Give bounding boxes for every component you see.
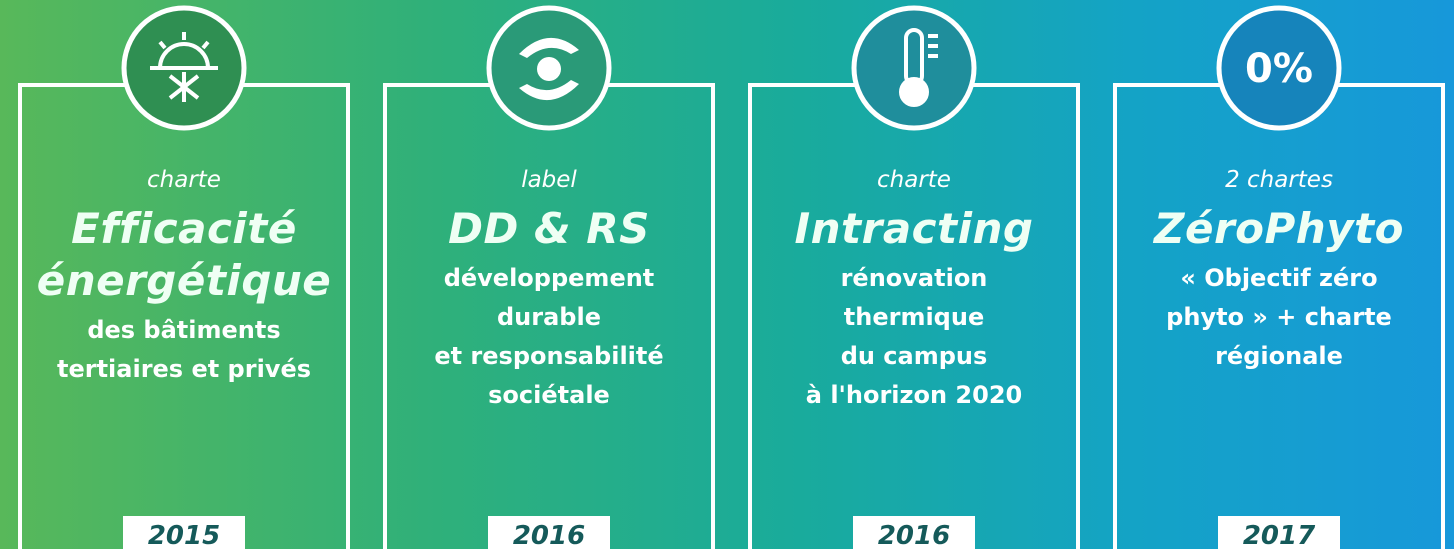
description-line: et responsabilité [434, 337, 663, 376]
card-kicker: charte [877, 167, 951, 193]
description-line: durable [434, 298, 663, 337]
title-line: Efficacité [37, 203, 332, 255]
description-line: tertiaires et privés [57, 350, 311, 389]
infographic: charteEfficacitéénergétiquedes bâtiments… [0, 0, 1454, 549]
description-line: « Objectif zéro [1166, 259, 1392, 298]
title-line: DD & RS [448, 203, 650, 255]
title-line: Intracting [795, 203, 1034, 255]
card-icon [485, 4, 613, 132]
description-line: régionale [1166, 337, 1392, 376]
card-year: 2016 [853, 516, 975, 549]
description-line: développement [434, 259, 663, 298]
description-line: des bâtiments [57, 311, 311, 350]
card-icon: 0% [1215, 4, 1343, 132]
description-line: sociétale [434, 376, 663, 415]
description-line: à l'horizon 2020 [806, 376, 1022, 415]
description-line: rénovation [806, 259, 1022, 298]
card-year: 2016 [488, 516, 610, 549]
card-year: 2015 [123, 516, 245, 549]
card-title: Intracting [795, 203, 1034, 255]
card-year: 2017 [1218, 516, 1340, 549]
card-kicker: charte [147, 167, 221, 193]
description-line: thermique [806, 298, 1022, 337]
title-line: ZéroPhyto [1154, 203, 1404, 255]
card-title: ZéroPhyto [1154, 203, 1404, 255]
card-kicker: label [521, 167, 577, 193]
card-kicker: 2 chartes [1225, 167, 1333, 193]
description-line: du campus [806, 337, 1022, 376]
title-line: énergétique [37, 255, 332, 307]
card-icon [850, 4, 978, 132]
card-icon [120, 4, 248, 132]
card-title: DD & RS [448, 203, 650, 255]
description-line: phyto » + charte [1166, 298, 1392, 337]
icon-text: 0% [1245, 46, 1313, 92]
